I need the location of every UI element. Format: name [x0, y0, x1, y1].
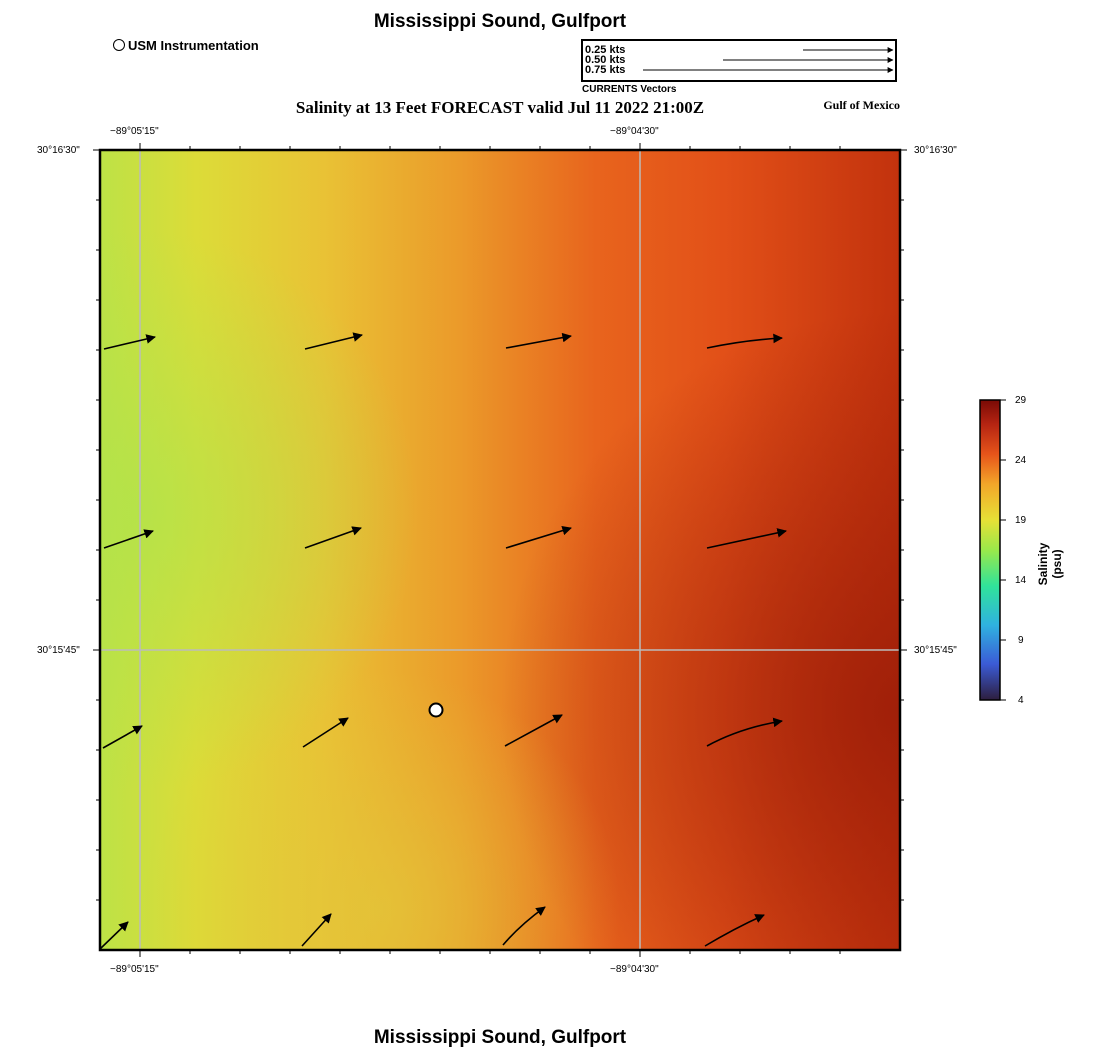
footer-title: Mississippi Sound, Gulfport — [373, 1027, 627, 1048]
current-vector-arrow — [706, 333, 783, 349]
lon-tick-label: −89°05'15" — [110, 126, 159, 137]
vector-legend-arrows — [643, 47, 894, 73]
region-label: Gulf of Mexico — [823, 98, 900, 112]
colorbar-tick-label: 24 — [1015, 455, 1027, 466]
current-vector-arrow — [301, 913, 332, 947]
current-vector-arrow — [99, 921, 129, 950]
colorbar-tick-label: 19 — [1015, 515, 1027, 526]
vector-legend-label-1: 0.25 kts — [585, 44, 626, 56]
current-vector-arrow — [102, 725, 143, 749]
map-title: Mississippi Sound, Gulfport — [373, 11, 627, 32]
colorbar-tick-label: 14 — [1015, 575, 1027, 586]
colorbar — [979, 399, 1001, 701]
current-vector-arrow — [304, 526, 362, 549]
current-vector-arrow — [304, 332, 363, 350]
vector-legend-caption: CURRENTS Vectors — [582, 84, 677, 95]
colorbar-ticks — [1000, 399, 1006, 701]
lat-tick-label: 30°15'45" — [37, 645, 80, 656]
lat-tick-label: 30°16'30" — [914, 145, 957, 156]
current-vectors — [99, 332, 787, 950]
station-marker-icon — [113, 39, 125, 51]
colorbar-tick-label: 9 — [1018, 635, 1024, 646]
map-gridlines — [100, 150, 900, 950]
current-vector-arrow — [103, 529, 154, 549]
station-legend: USM Instrumentation — [113, 37, 259, 53]
current-vector-arrow — [704, 914, 765, 947]
lon-tick-label: −89°04'30" — [610, 126, 659, 137]
colorbar-tick-label: 4 — [1018, 695, 1024, 706]
current-vector-arrow — [502, 906, 546, 946]
map-subtitle: Salinity at 13 Feet FORECAST valid Jul 1… — [295, 98, 705, 117]
colorbar-tick-label: 29 — [1015, 395, 1027, 406]
current-vector-arrow — [706, 528, 787, 549]
lat-tick-label: 30°15'45" — [914, 645, 957, 656]
vector-legend-label-2: 0.50 kts — [585, 54, 626, 66]
lat-tick-label: 30°16'30" — [37, 145, 80, 156]
colorbar-title: Salinity (psu) — [1036, 542, 1064, 586]
current-vector-arrow — [103, 334, 156, 350]
frame-ticks — [93, 143, 907, 957]
lon-tick-label: −89°05'15" — [110, 964, 159, 975]
salinity-mid-zone — [100, 150, 900, 950]
station-marker[interactable] — [428, 702, 444, 718]
vector-legend-label-3: 0.75 kts — [585, 64, 626, 76]
lon-tick-label: −89°04'30" — [610, 964, 659, 975]
current-vector-arrow — [302, 717, 349, 748]
current-vector-arrow — [505, 525, 572, 549]
station-legend-label: USM Instrumentation — [128, 37, 259, 53]
current-vector-arrow — [706, 717, 783, 747]
current-vector-arrow — [504, 714, 563, 747]
current-vector-arrow — [505, 332, 572, 349]
